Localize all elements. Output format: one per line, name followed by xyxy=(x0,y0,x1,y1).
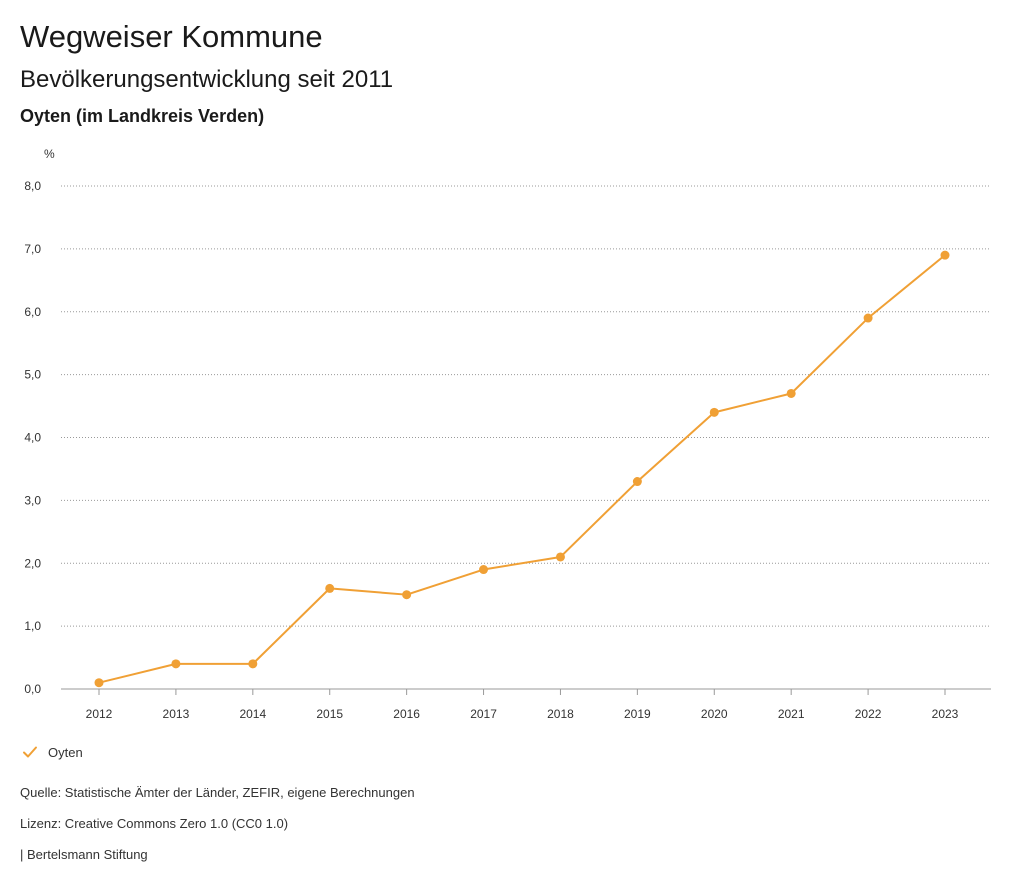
data-point[interactable] xyxy=(402,590,412,600)
legend[interactable]: Oyten xyxy=(22,744,83,760)
y-tick-label: 6,0 xyxy=(24,305,41,319)
data-point[interactable] xyxy=(940,250,950,260)
x-tick-label: 2021 xyxy=(778,707,805,721)
x-tick-label: 2020 xyxy=(701,707,728,721)
x-tick-label: 2019 xyxy=(624,707,651,721)
publisher-note: | Bertelsmann Stiftung xyxy=(20,847,148,862)
y-axis-unit: % xyxy=(44,147,55,161)
license-note: Lizenz: Creative Commons Zero 1.0 (CC0 1… xyxy=(20,816,289,831)
line-chart: 0,0 1,0 2,0 3,0 4,0 5,0 6,0 7,0 8,0 2012 2013 2014 2… xyxy=(24,179,991,721)
legend-label: Oyten xyxy=(48,744,83,760)
x-tick-label: 2016 xyxy=(393,707,420,721)
x-tick-label: 2014 xyxy=(239,707,266,721)
x-tick-label: 2013 xyxy=(163,707,190,721)
check-icon xyxy=(23,746,37,758)
x-tick-label: 2022 xyxy=(855,707,882,721)
data-point[interactable] xyxy=(709,407,719,417)
data-point[interactable] xyxy=(479,565,489,575)
x-tick-label: 2018 xyxy=(547,707,574,721)
axis-layer: 0,0 1,0 2,0 3,0 4,0 5,0 6,0 7,0 8,0 2012 2013 2014 2… xyxy=(24,179,991,721)
series-layer xyxy=(94,250,950,688)
x-tick-label: 2017 xyxy=(470,707,497,721)
y-tick-label: 7,0 xyxy=(24,242,41,256)
x-tick-label: 2012 xyxy=(86,707,113,721)
data-point[interactable] xyxy=(786,388,796,398)
data-point[interactable] xyxy=(248,659,258,669)
y-tick-label: 5,0 xyxy=(24,368,41,382)
data-point[interactable] xyxy=(632,477,642,487)
data-point[interactable] xyxy=(863,313,873,323)
y-tick-label: 0,0 xyxy=(24,682,41,696)
data-point[interactable] xyxy=(325,583,335,593)
region-label: Oyten (im Landkreis Verden) xyxy=(20,106,265,126)
x-tick-label: 2015 xyxy=(316,707,343,721)
chart-title: Wegweiser Kommune xyxy=(20,19,323,54)
grid-layer xyxy=(61,185,991,690)
data-point[interactable] xyxy=(171,659,181,669)
y-tick-label: 3,0 xyxy=(24,493,41,507)
y-tick-label: 2,0 xyxy=(24,556,41,570)
series-line-oyten xyxy=(98,254,946,684)
x-tick-label: 2023 xyxy=(932,707,959,721)
y-tick-label: 8,0 xyxy=(24,179,41,193)
y-tick-label: 1,0 xyxy=(24,619,41,633)
data-point[interactable] xyxy=(555,552,565,562)
y-tick-label: 4,0 xyxy=(24,431,41,445)
source-note: Quelle: Statistische Ämter der Länder, Z… xyxy=(20,785,415,800)
data-point[interactable] xyxy=(94,678,104,688)
chart-subtitle: Bevölkerungsentwicklung seit 2011 xyxy=(20,66,394,93)
